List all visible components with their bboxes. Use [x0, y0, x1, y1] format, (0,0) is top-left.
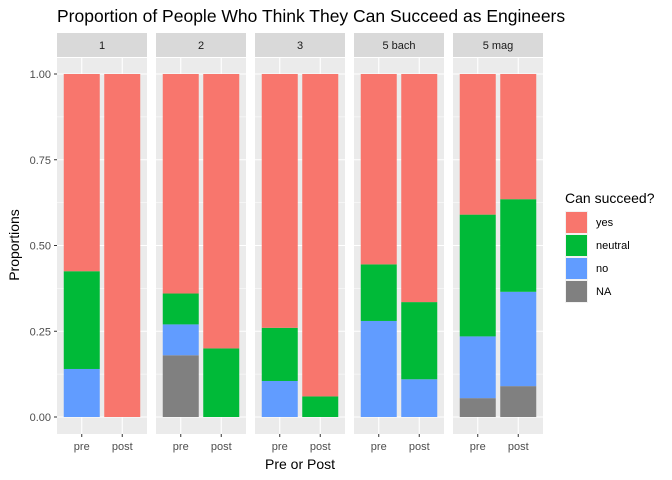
legend-swatch — [566, 258, 587, 279]
bar-segment-no — [500, 291, 537, 387]
bar-segment-no — [401, 379, 438, 417]
legend-label: neutral — [596, 240, 630, 252]
bar-segment-neutral — [261, 327, 298, 381]
facet-panel: 5 bach pre post — [354, 33, 444, 453]
chart-title: Proportion of People Who Think They Can … — [57, 6, 565, 26]
bar-segment-no — [459, 336, 496, 399]
facet-strip — [354, 33, 444, 57]
legend-title: Can succeed? — [565, 190, 655, 206]
legend-item: neutral — [565, 234, 630, 257]
legend-swatch — [566, 212, 587, 233]
bar-segment-no — [63, 368, 100, 417]
bar-segment-na — [162, 355, 199, 417]
bar-segment-neutral — [360, 264, 397, 321]
x-axis-title: Pre or Post — [265, 456, 335, 472]
y-tick-label: 1.00 — [30, 69, 51, 81]
facet-strip-label: 1 — [99, 40, 105, 52]
legend-label: no — [596, 263, 608, 275]
legend-swatch — [566, 235, 587, 256]
y-tick-label: 0.50 — [30, 241, 51, 253]
x-tick-label: pre — [74, 441, 90, 453]
bar-segment-neutral — [459, 214, 496, 337]
x-tick-label: post — [112, 441, 133, 453]
bar-segment-yes — [104, 74, 141, 417]
facet-strip — [255, 33, 345, 57]
legend-item: no — [565, 257, 608, 280]
bar-segment-no — [162, 324, 199, 356]
bar-segment-yes — [261, 74, 298, 328]
facet-panel: 5 mag pre post — [453, 33, 543, 453]
legend-label: NA — [596, 286, 612, 298]
bar-segment-yes — [459, 74, 496, 215]
y-tick-label: 0.00 — [30, 412, 51, 424]
y-axis: 0.00 0.25 0.50 0.75 1.00 — [30, 69, 57, 424]
bar-segment-yes — [401, 74, 438, 303]
bar-segment-na — [500, 386, 537, 417]
legend-label: yes — [596, 217, 614, 229]
x-tick-label: pre — [272, 441, 288, 453]
bar-segment-na — [459, 398, 496, 417]
bar-segment-no — [360, 320, 397, 417]
x-tick-label: pre — [173, 441, 189, 453]
facet-strip-label: 5 bach — [382, 40, 415, 52]
x-tick-label: post — [310, 441, 331, 453]
bar-segment-yes — [302, 74, 339, 397]
x-tick-label: pre — [371, 441, 387, 453]
bar-segment-yes — [360, 74, 397, 265]
facet-strip-label: 5 mag — [483, 40, 514, 52]
facet-strip — [57, 33, 147, 57]
bar-segment-neutral — [162, 293, 199, 325]
bar-segment-neutral — [401, 302, 438, 380]
x-tick-label: post — [508, 441, 529, 453]
x-tick-label: post — [409, 441, 430, 453]
bar-segment-yes — [203, 74, 240, 349]
bar-segment-neutral — [63, 271, 100, 369]
bar-segment-neutral — [203, 348, 240, 417]
facet-strip — [156, 33, 246, 57]
legend: Can succeed? yes neutral no NA — [565, 190, 655, 303]
legend-item: yes — [565, 211, 614, 234]
y-tick-label: 0.75 — [30, 155, 51, 167]
bar-segment-neutral — [500, 199, 537, 292]
facet-panel: 3 pre post — [255, 33, 345, 453]
legend-swatch — [566, 281, 587, 302]
y-tick-label: 0.25 — [30, 326, 51, 338]
y-axis-title: Proportions — [6, 209, 22, 281]
facet-strip — [453, 33, 543, 57]
legend-item: NA — [565, 280, 612, 303]
facet-panel: 1 pre post — [57, 33, 147, 453]
facet-strip-label: 3 — [297, 40, 303, 52]
facet-strip-label: 2 — [198, 40, 204, 52]
bar-segment-yes — [500, 74, 537, 200]
facet-panel: 2 pre post — [156, 33, 246, 453]
x-tick-label: pre — [470, 441, 486, 453]
bar-segment-yes — [63, 74, 100, 272]
bar-segment-no — [261, 380, 298, 417]
bar-segment-neutral — [302, 396, 339, 417]
bar-segment-yes — [162, 74, 199, 294]
x-tick-label: post — [211, 441, 232, 453]
